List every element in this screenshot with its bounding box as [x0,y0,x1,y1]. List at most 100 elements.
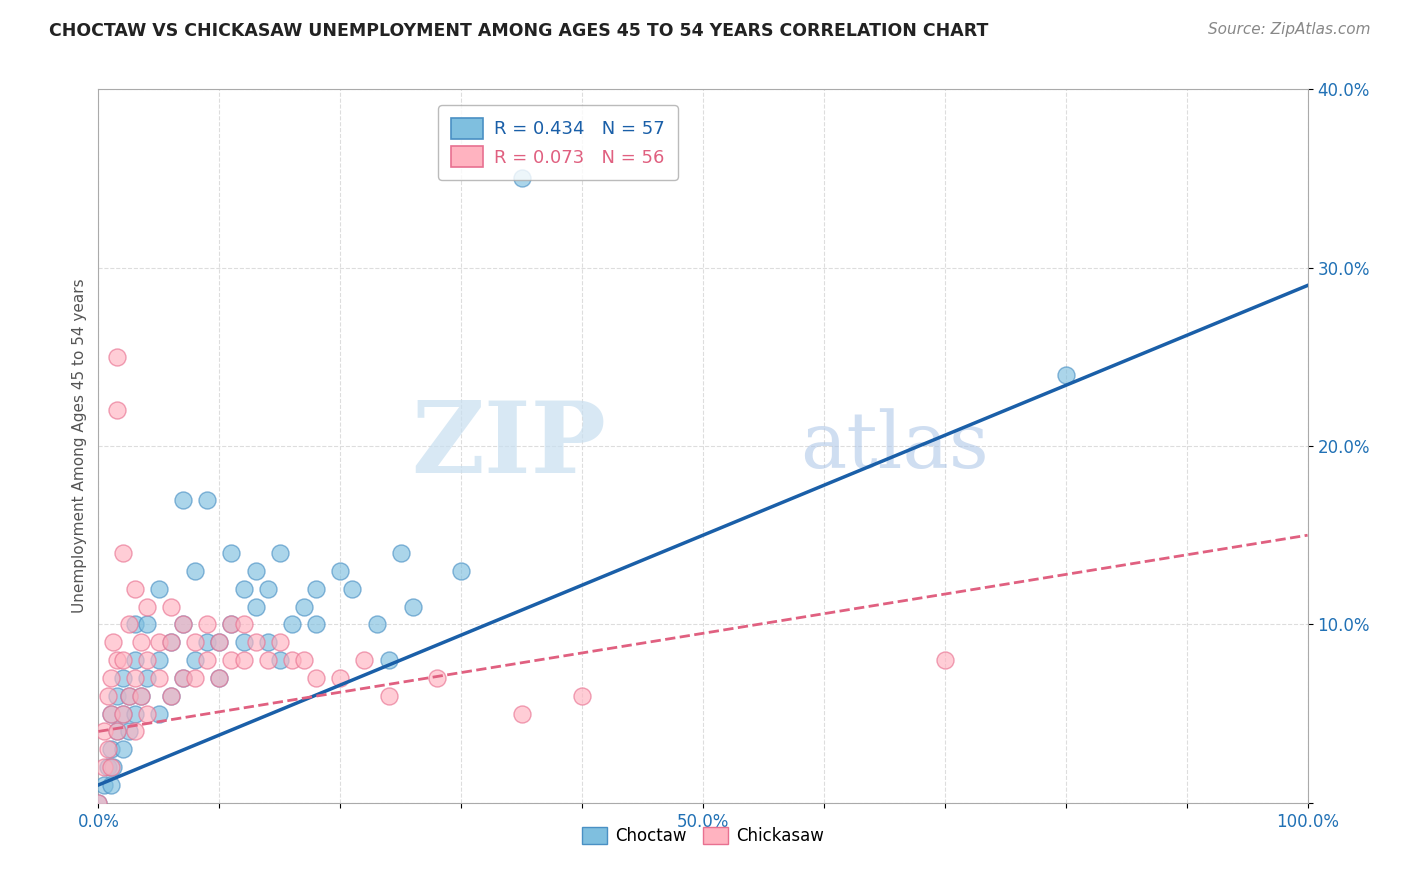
Point [389,546,412,560]
Point [232,635,254,649]
Point [148,671,170,685]
Point [195,492,218,507]
Point [135,653,157,667]
Point [118,724,141,739]
Text: atlas: atlas [800,409,988,483]
Point [305,582,328,596]
Point [111,706,134,721]
Point [105,724,128,739]
Point [100,760,122,774]
Point [353,653,375,667]
Point [101,760,124,774]
Point [172,671,194,685]
Point [87,796,110,810]
Point [256,653,278,667]
Point [195,635,218,649]
Point [148,582,170,596]
Point [93,724,115,739]
Point [124,653,146,667]
Point [269,546,291,560]
Point [111,742,134,756]
Point [129,635,152,649]
Text: ZIP: ZIP [412,398,606,494]
Point [221,546,243,560]
Point [172,492,194,507]
Point [97,742,120,756]
Point [292,653,315,667]
Point [93,778,115,792]
Point [305,671,328,685]
Point [105,403,128,417]
Point [111,546,134,560]
Point [148,653,170,667]
Point [208,635,231,649]
Point [292,599,315,614]
Point [148,706,170,721]
Point [124,671,146,685]
Point [184,564,207,578]
Point [101,635,124,649]
Point [208,671,231,685]
Point [172,671,194,685]
Point [329,671,352,685]
Point [245,599,267,614]
Point [195,653,218,667]
Point [221,653,243,667]
Point [111,653,134,667]
Point [342,582,364,596]
Point [100,742,122,756]
Point [184,671,207,685]
Point [129,689,152,703]
Point [245,564,267,578]
Point [377,689,399,703]
Point [256,582,278,596]
Point [1054,368,1077,382]
Point [160,599,183,614]
Point [208,671,231,685]
Y-axis label: Unemployment Among Ages 45 to 54 years: Unemployment Among Ages 45 to 54 years [72,278,87,614]
Point [510,706,533,721]
Legend: Choctaw, Chickasaw: Choctaw, Chickasaw [575,820,831,852]
Point [124,582,146,596]
Point [100,778,122,792]
Point [281,653,304,667]
Point [450,564,472,578]
Point [160,635,183,649]
Point [111,706,134,721]
Point [377,653,399,667]
Point [135,617,157,632]
Point [402,599,425,614]
Point [232,582,254,596]
Point [366,617,388,632]
Point [426,671,449,685]
Point [571,689,593,703]
Point [129,689,152,703]
Point [118,689,141,703]
Point [329,564,352,578]
Point [245,635,267,649]
Point [111,671,134,685]
Point [195,617,218,632]
Point [232,653,254,667]
Point [97,760,120,774]
Text: CHOCTAW VS CHICKASAW UNEMPLOYMENT AMONG AGES 45 TO 54 YEARS CORRELATION CHART: CHOCTAW VS CHICKASAW UNEMPLOYMENT AMONG … [49,22,988,40]
Point [221,617,243,632]
Point [269,635,291,649]
Point [105,689,128,703]
Point [208,635,231,649]
Point [105,653,128,667]
Point [160,635,183,649]
Point [135,706,157,721]
Point [118,617,141,632]
Point [281,617,304,632]
Point [184,635,207,649]
Point [100,706,122,721]
Point [124,617,146,632]
Point [135,671,157,685]
Point [510,171,533,186]
Point [160,689,183,703]
Point [124,724,146,739]
Point [148,635,170,649]
Point [118,689,141,703]
Point [232,617,254,632]
